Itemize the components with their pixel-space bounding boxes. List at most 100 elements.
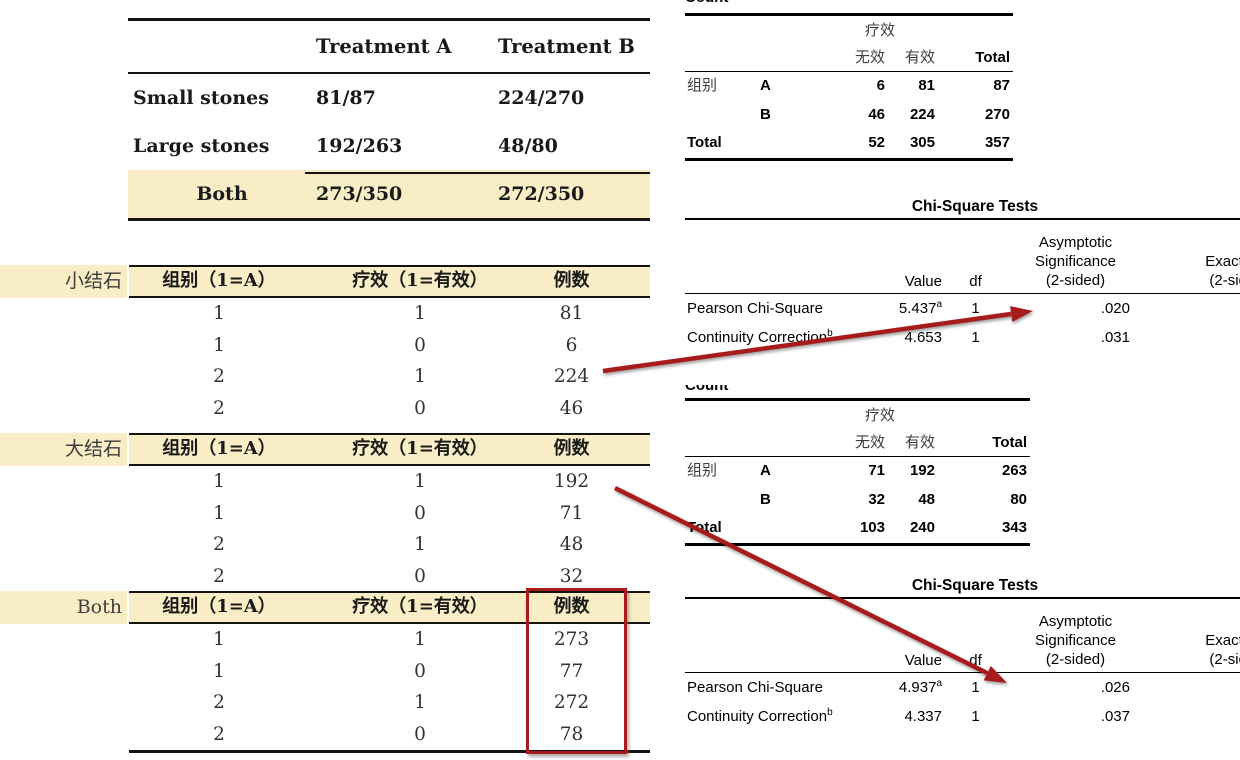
cell-effective: 192 xyxy=(909,462,935,479)
cell-count: 224 xyxy=(553,366,590,387)
column-header-row: 无效 有效 Total xyxy=(685,44,1013,72)
crosstab-row-b: B 46 224 270 xyxy=(685,101,1013,130)
crosstab-row-a: 组别 A 6 81 87 xyxy=(685,72,1013,101)
row-category: A xyxy=(760,462,771,479)
cell-group: 2 xyxy=(213,397,225,419)
stat-value: 5.437 xyxy=(898,300,937,317)
cell-count: 272 xyxy=(553,692,590,713)
stat-asym-sig: .037 xyxy=(1100,708,1130,725)
stat-asym-sig: .026 xyxy=(1100,679,1130,696)
cell-total: 263 xyxy=(1001,462,1027,479)
value-superscript: a xyxy=(936,678,942,689)
total-label: Total xyxy=(687,134,722,151)
cell-group: 2 xyxy=(213,534,225,555)
cell-treatment-b: 224/270 xyxy=(498,87,585,109)
crosstab-total-row: Total 52 305 357 xyxy=(685,129,1013,158)
cell-treatment-b: 48/80 xyxy=(498,135,558,157)
section-side-label: Both xyxy=(0,591,127,624)
row-pearson-chi-square: Pearson Chi-Square 5.437a 1 .020 xyxy=(685,294,1240,323)
stat-value: 4.653 xyxy=(904,329,942,346)
count-label: Count xyxy=(685,0,1013,5)
cell-count: 81 xyxy=(559,303,584,324)
cell-total: 80 xyxy=(1010,490,1027,508)
col-effective: 有效 xyxy=(904,49,935,66)
table-row: 2 1 224 xyxy=(129,361,650,393)
cell-group: 2 xyxy=(213,366,225,387)
col-count: 例数 xyxy=(553,596,590,617)
cell-outcome: 1 xyxy=(414,629,426,650)
cell-outcome: 0 xyxy=(414,565,426,587)
stat-label: Continuity Correction xyxy=(687,708,828,725)
row-continuity-correction: Continuity Correctionb 4.653 1 .031 xyxy=(685,323,1240,351)
data-table-header: 组别（1=A） 疗效（1=有效） 例数 xyxy=(129,591,650,624)
row-variable: 组别 xyxy=(687,77,718,94)
cell-group: 1 xyxy=(213,629,225,650)
row-category: B xyxy=(760,105,771,123)
cell-count: 77 xyxy=(559,660,584,682)
col-total: Total xyxy=(975,49,1010,66)
col-group: 组别（1=A） xyxy=(162,596,276,617)
span-header: 疗效 xyxy=(864,407,895,424)
value-superscript: a xyxy=(936,299,942,310)
highlight-box-count-column xyxy=(526,588,627,754)
section-both: Both 组别（1=A） 疗效（1=有效） 例数 1 1 273 1 0 77 … xyxy=(0,591,650,753)
cell-count: 71 xyxy=(559,502,584,524)
section-side-label: 大结石 xyxy=(0,433,127,466)
cell-group: 2 xyxy=(213,565,225,587)
span-header-row: 疗效 xyxy=(685,16,1013,44)
crosstab-small-stones: Count 疗效 无效 有效 Total 组别 A 6 81 87 B xyxy=(685,0,1013,161)
stat-label: Pearson Chi-Square xyxy=(687,300,823,317)
row-variable: 组别 xyxy=(687,462,718,479)
cell-count: 32 xyxy=(559,565,584,587)
col-ineffective: 无效 xyxy=(854,49,885,66)
table-row: 1 1 81 xyxy=(129,298,650,330)
col-exact-sig: Exact Sig. (2-sided) xyxy=(1205,253,1240,289)
section-small-stones: 小结石 组别（1=A） 疗效（1=有效） 例数 1 1 81 1 0 6 2 1… xyxy=(0,265,650,424)
label-superscript: b xyxy=(827,328,833,339)
chi-square-header-row: Value df Asymptotic Significance (2-side… xyxy=(685,220,1240,294)
cell-ineffective: 103 xyxy=(859,519,885,536)
cell-group: 1 xyxy=(213,303,225,324)
row-pearson-chi-square: Pearson Chi-Square 4.937a 1 .026 xyxy=(685,673,1240,702)
data-table-both: 组别（1=A） 疗效（1=有效） 例数 1 1 273 1 0 77 2 1 2… xyxy=(129,591,650,753)
cell-outcome: 0 xyxy=(414,397,426,419)
row-category: B xyxy=(760,490,771,508)
crosstab-row-b: B 32 48 80 xyxy=(685,486,1030,515)
table-row: 2 1 48 xyxy=(129,529,650,561)
cell-ineffective: 52 xyxy=(868,134,885,151)
count-label-clipped: Count xyxy=(685,0,1013,13)
col-df: df xyxy=(969,652,982,669)
chi-square-header-row: Value df Asymptotic Significance (2-side… xyxy=(685,599,1240,673)
cell-treatment-b: 272/350 xyxy=(498,183,585,205)
stat-label: Continuity Correction xyxy=(687,329,828,346)
chi-square-table-both: Chi-Square Tests Value df Asymptotic Sig… xyxy=(685,572,1240,726)
section-large-stones: 大结石 组别（1=A） 疗效（1=有效） 例数 1 1 192 1 0 71 2… xyxy=(0,433,650,592)
cell-outcome: 1 xyxy=(414,303,426,324)
col-total: Total xyxy=(992,434,1027,451)
crosstab-large-stones: Count 疗效 无效 有效 Total 组别 A 71 192 263 B xyxy=(685,385,1030,546)
col-asymptotic-sig: Asymptotic Significance (2-sided) xyxy=(1035,613,1116,668)
cell-outcome: 0 xyxy=(414,723,426,745)
cell-effective: 81 xyxy=(918,77,935,94)
stat-df: 1 xyxy=(971,329,980,346)
cell-effective: 48 xyxy=(918,490,935,508)
cell-total: 270 xyxy=(984,105,1010,123)
stat-label: Pearson Chi-Square xyxy=(687,679,823,696)
col-asymptotic-sig: Asymptotic Significance (2-sided) xyxy=(1035,234,1116,289)
cell-total: 343 xyxy=(1001,519,1027,536)
table-row: 1 1 192 xyxy=(129,466,650,498)
data-table-large-stones: 组别（1=A） 疗效（1=有效） 例数 1 1 192 1 0 71 2 1 4… xyxy=(129,433,650,592)
cell-count: 6 xyxy=(565,334,578,356)
label-superscript: b xyxy=(827,707,833,718)
col-count: 例数 xyxy=(553,270,590,291)
stat-df: 1 xyxy=(971,708,980,725)
col-count: 例数 xyxy=(553,438,590,459)
col-group: 组别（1=A） xyxy=(162,270,276,291)
count-label-clipped: Count xyxy=(685,385,1030,398)
cell-ineffective: 46 xyxy=(868,105,885,123)
col-exact-sig: Exact Sig. (2-sided) xyxy=(1205,632,1240,668)
col-ineffective: 无效 xyxy=(854,434,885,451)
cell-count: 192 xyxy=(553,471,590,492)
table-row: 1 0 6 xyxy=(129,330,650,362)
